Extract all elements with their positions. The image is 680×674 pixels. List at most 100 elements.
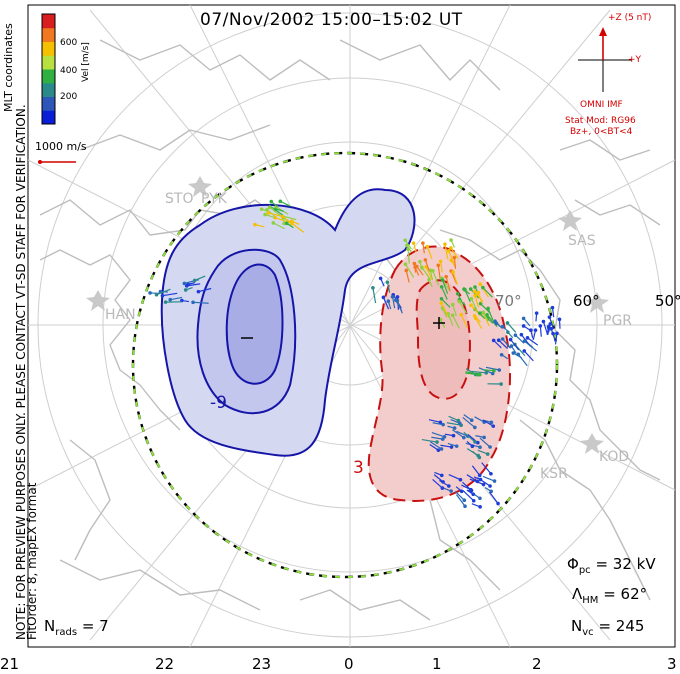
hm-boundary-latitude: ΛHM = 62° (572, 585, 648, 606)
velocity-vector (432, 270, 440, 286)
site-label-pyk: PYK (201, 191, 227, 207)
statistical-model: Stat Mod: RG96 (565, 116, 636, 126)
velocity-vector (442, 279, 449, 294)
velocity-vector (452, 304, 457, 317)
velocity-vector-origin (449, 246, 453, 250)
colorbar-label: Vel [m/s] (81, 42, 91, 82)
velocity-vector-origin (468, 287, 473, 291)
velocity-vector-origin (550, 305, 555, 310)
velocity-vector-origin (491, 338, 496, 343)
mlt-tick-3: 3 (667, 655, 677, 673)
velocity-vector-origin (481, 482, 486, 487)
velocity-vector-origin (439, 473, 444, 478)
velocity-vector-origin (425, 244, 430, 249)
velocity-vector (475, 317, 483, 329)
velocity-vector (431, 436, 443, 440)
velocity-vector-origin (500, 324, 505, 329)
velocity-vector-origin (522, 339, 527, 343)
mlt-coordinates-label: MLT coordinates (2, 23, 15, 112)
colorbar-segment (42, 55, 55, 70)
site-label-pgr: PGR (603, 313, 633, 329)
velocity-vector-origin (511, 351, 516, 355)
velocity-vector-origin (192, 278, 197, 283)
velocity-vector (421, 266, 431, 280)
velocity-vector-origin (477, 311, 482, 315)
velocity-vector-origin (455, 291, 460, 296)
heppner-maynard-boundary-color (132, 152, 558, 578)
velocity-vector-origin (521, 316, 526, 321)
positive-potential-cell (367, 245, 511, 502)
plot-border (27, 4, 676, 648)
velocity-vector-origin (506, 330, 510, 335)
velocity-vector-origin (441, 480, 445, 484)
velocity-vector-origin (148, 291, 152, 295)
velocity-vector (523, 350, 534, 362)
velocity-vector-origin (428, 268, 433, 273)
velocity-vector-origin (163, 300, 168, 304)
velocity-vector-origin (541, 319, 546, 324)
velocity-vector-origin (259, 207, 264, 211)
mlt-tick-23: 23 (252, 655, 272, 673)
imf-z-label: +Z (5 nT) (608, 13, 652, 23)
velocity-vector (404, 263, 415, 278)
velocity-vector-origin (280, 214, 285, 219)
velocity-vector (517, 353, 528, 367)
mlt-tick-0: 0 (344, 655, 354, 673)
velocity-vector-origin (371, 285, 375, 290)
velocity-vector-origin (469, 303, 473, 307)
velocity-vector (470, 288, 480, 299)
velocity-vector (193, 301, 209, 304)
velocity-vector-origin (263, 212, 267, 217)
colorbar-segment (42, 69, 55, 84)
velocity-vector-origin (404, 268, 409, 273)
velocity-vector-origin (440, 486, 445, 490)
velocity-vector-origin (452, 426, 457, 430)
velocity-vector-origin (471, 498, 476, 503)
velocity-vector-origin (267, 205, 272, 210)
velocity-vector (291, 223, 305, 233)
colorbar-tick-600: 600 (60, 38, 78, 48)
velocity-vector-origin (449, 489, 453, 493)
velocity-vector-origin (406, 247, 410, 252)
velocity-vector (452, 271, 458, 285)
velocity-vector (407, 249, 410, 264)
site-marker-icon (188, 176, 212, 197)
velocity-vector (479, 437, 491, 448)
colorbar-segment (42, 110, 55, 125)
velocity-vector-origin (278, 199, 283, 204)
site-marker-icon (580, 433, 604, 454)
velocity-vector-origin (269, 199, 274, 204)
velocity-vector-origin (436, 263, 441, 268)
velocity-vector (433, 474, 444, 483)
velocity-vector-origin (473, 316, 478, 321)
velocity-vector (162, 292, 178, 297)
velocity-vector (507, 322, 517, 333)
radar-site-markers (86, 176, 609, 454)
velocity-vector-origin (493, 319, 497, 323)
velocity-vector-origin (273, 215, 277, 220)
velocity-vector-origin (522, 349, 527, 353)
imf-clock-dial (578, 27, 632, 92)
velocity-vector-origin (447, 484, 451, 488)
velocity-vector-origin (484, 371, 488, 375)
velocity-vector (372, 287, 377, 304)
velocity-vector-origin (456, 418, 461, 423)
velocity-vector (456, 430, 469, 437)
cross-polar-potential: Φpc = 32 kV (567, 555, 656, 576)
latitude-label-70: 70° (495, 292, 522, 310)
velocity-vector-origin (458, 477, 463, 482)
velocity-vector-origin (491, 424, 496, 428)
velocity-vector-origin (385, 280, 390, 285)
velocity-vector (439, 261, 443, 273)
velocity-vector-origin (519, 332, 524, 337)
velocity-vector-origin (555, 331, 559, 336)
velocity-vector (462, 481, 472, 491)
velocity-vector (452, 314, 460, 329)
velocity-vector (156, 288, 171, 296)
velocity-vector-origin (411, 241, 416, 245)
negative-potential-cell (160, 188, 416, 457)
site-marker-icon (86, 290, 110, 311)
velocity-vector-origin (423, 258, 428, 262)
velocity-vector-origin (489, 420, 494, 425)
velocity-vector-origin (395, 298, 400, 303)
